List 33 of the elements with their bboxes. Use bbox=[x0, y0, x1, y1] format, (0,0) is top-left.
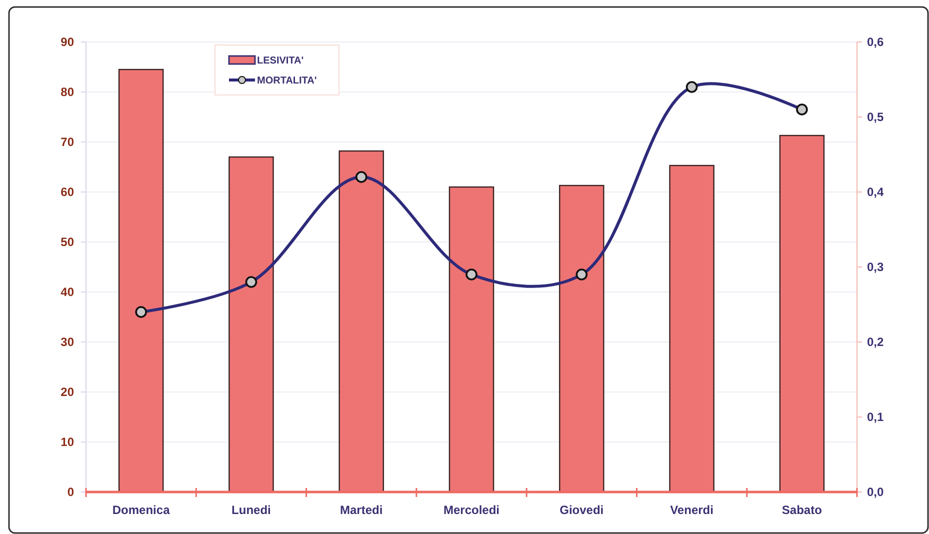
x-tick-label: Domenica bbox=[112, 503, 170, 517]
bar bbox=[559, 184, 604, 493]
y-tick-label: 60 bbox=[60, 185, 74, 200]
bar bbox=[228, 156, 274, 493]
x-tick-label: Martedi bbox=[340, 503, 383, 517]
y-tick-label: 20 bbox=[60, 385, 74, 400]
legend-label: LESIVITA' bbox=[257, 56, 304, 66]
bar bbox=[779, 134, 825, 493]
y2-tick-label: 0,2 bbox=[867, 335, 884, 350]
bar bbox=[338, 150, 384, 493]
y-tick-label: 10 bbox=[60, 435, 74, 450]
y-tick-label: 0 bbox=[67, 485, 74, 500]
x-tick-label: Lunedi bbox=[232, 503, 271, 517]
y2-tick-label: 0,3 bbox=[867, 260, 884, 274]
legend-label: MORTALITA' bbox=[257, 76, 317, 86]
y2-tick-label: 0,4 bbox=[867, 185, 884, 200]
y-tick-label: 80 bbox=[60, 85, 74, 100]
y2-tick-label: 0,6 bbox=[867, 35, 884, 50]
bar bbox=[669, 164, 714, 493]
x-tick-label: Giovedi bbox=[560, 503, 604, 517]
bar bbox=[448, 186, 494, 493]
x-tick-label: Venerdi bbox=[670, 503, 714, 517]
y-tick-label: 40 bbox=[60, 285, 74, 300]
x-tick-label: Sabato bbox=[782, 503, 822, 517]
y2-tick-label: 0,5 bbox=[867, 110, 884, 124]
y-tick-label: 90 bbox=[60, 35, 74, 50]
bar bbox=[118, 68, 164, 493]
y-tick-label: 70 bbox=[60, 135, 74, 150]
x-tick-label: Mercoledi bbox=[443, 503, 500, 517]
y2-tick-label: 0,0 bbox=[867, 485, 884, 500]
y-tick-label: 30 bbox=[60, 335, 74, 350]
y2-tick-label: 0,1 bbox=[867, 410, 884, 424]
y-tick-label: 50 bbox=[60, 235, 74, 250]
